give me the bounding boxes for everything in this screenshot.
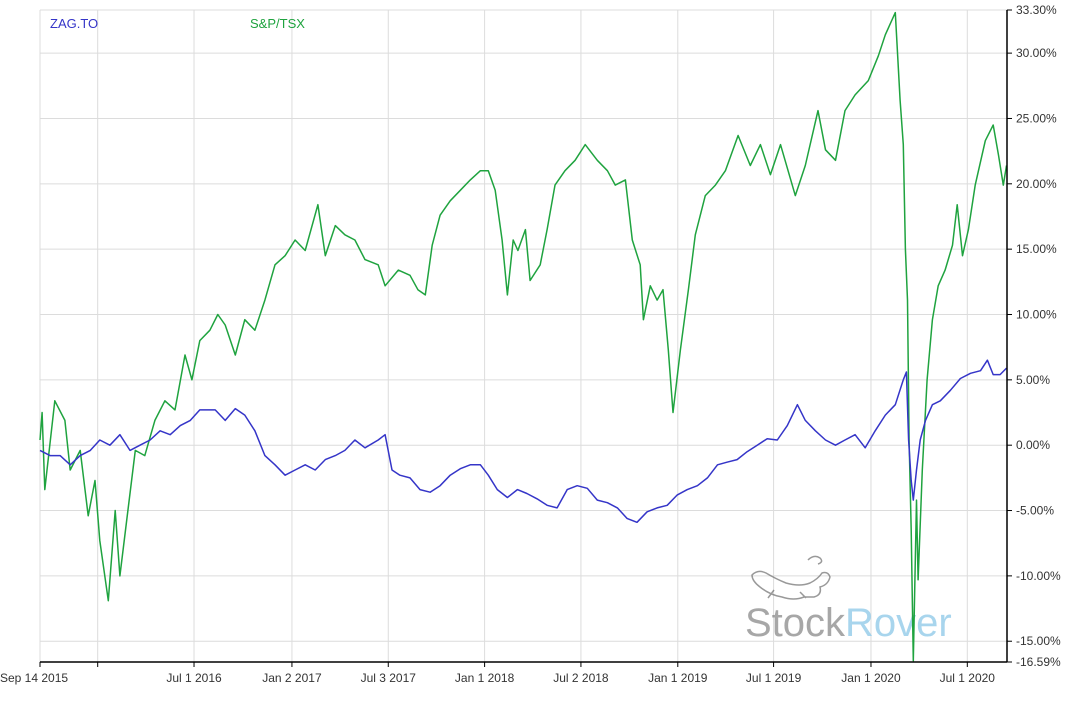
gridlines xyxy=(39,9,1007,663)
x-tick-label: Jul 2 2018 xyxy=(553,671,609,685)
y-tick-label: 30.00% xyxy=(1016,46,1057,60)
x-tick-label: Jul 1 2016 xyxy=(166,671,222,685)
y-tick-label: 20.00% xyxy=(1016,177,1057,191)
x-tick-label: Jan 1 2020 xyxy=(841,671,901,685)
x-tick-label: Sep 14 2015 xyxy=(0,671,68,685)
axes: 33.30% 30.00% 25.00% 20.00% 15.00% 10.00% 5.00… xyxy=(0,3,1061,685)
y-tick-label: -15.00% xyxy=(1016,634,1061,648)
legend-item-s-p-tsx: S&P/TSX xyxy=(250,16,305,31)
x-tick-label: Jan 2 2017 xyxy=(262,671,322,685)
watermark-stock: StockRover xyxy=(745,601,952,645)
x-tick-label: Jul 1 2019 xyxy=(746,671,802,685)
y-tick-label: 0.00% xyxy=(1016,438,1050,452)
series-line-s-p-tsx xyxy=(39,11,1008,662)
x-tick-label: Jan 1 2019 xyxy=(648,671,708,685)
y-tick-label: 25.00% xyxy=(1016,111,1057,125)
x-tick-label: Jul 3 2017 xyxy=(361,671,417,685)
watermark-rover-text: Rover xyxy=(845,601,952,645)
y-tick-label: 33.30% xyxy=(1016,3,1057,17)
y-tick-label: -5.00% xyxy=(1016,504,1054,518)
series-line-zag-to xyxy=(39,359,1008,524)
y-tick-label: -10.00% xyxy=(1016,569,1061,583)
legend: ZAG.TO S&P/TSX xyxy=(50,16,305,31)
y-tick-label: -16.59% xyxy=(1016,655,1061,669)
series-lines xyxy=(39,11,1008,662)
x-tick-label: Jan 1 2018 xyxy=(455,671,515,685)
dog-logo-icon xyxy=(751,555,831,600)
watermark-stock-text: Stock xyxy=(745,601,846,645)
y-tick-label: 5.00% xyxy=(1016,373,1050,387)
y-tick-label: 10.00% xyxy=(1016,308,1057,322)
stockrover-watermark: StockRover xyxy=(745,555,952,645)
legend-item-zag-to: ZAG.TO xyxy=(50,16,98,31)
x-tick-label: Jul 1 2020 xyxy=(940,671,996,685)
y-tick-label: 15.00% xyxy=(1016,242,1057,256)
